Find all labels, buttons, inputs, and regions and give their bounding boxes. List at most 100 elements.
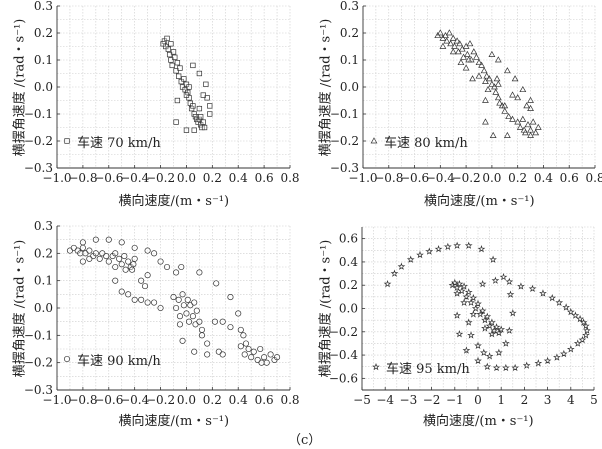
data-point: [125, 258, 132, 265]
data-point: [520, 126, 528, 133]
data-point: [213, 280, 220, 287]
data-point: [112, 263, 119, 271]
data-point: [453, 37, 461, 44]
data-point: [514, 118, 522, 125]
y-tick-label: 0.2: [34, 26, 53, 40]
data-point: [112, 277, 119, 284]
data-point: [219, 351, 226, 358]
data-point: [492, 88, 500, 95]
x-tick-label: −0.2: [146, 171, 175, 185]
data-point: [494, 80, 502, 87]
data-point: [485, 352, 494, 360]
data-point: [263, 359, 270, 366]
data-point: [248, 354, 255, 361]
x-tick-label: 2: [521, 393, 529, 407]
data-point: [573, 339, 582, 347]
y-tick-label: 0.2: [340, 26, 359, 40]
data-point: [566, 345, 575, 353]
data-point: [548, 293, 557, 302]
data-point: [436, 29, 444, 36]
data-point: [449, 48, 457, 55]
y-axis-label: 横摆角速度 /(rad・s⁻¹): [12, 239, 28, 378]
x-tick-label: 0: [474, 393, 482, 407]
data-point: [467, 298, 475, 306]
data-point: [92, 250, 99, 257]
data-point: [462, 346, 471, 354]
data-point: [183, 92, 190, 98]
data-point: [503, 67, 511, 74]
x-axis-label: 横向速度/(m・s⁻¹): [423, 414, 534, 429]
data-point: [508, 309, 517, 317]
y-tick-label: −0.1: [24, 107, 53, 121]
data-point: [467, 331, 475, 339]
data-point: [528, 284, 537, 292]
data-point: [462, 64, 470, 71]
data-point: [583, 326, 591, 334]
data-point: [198, 326, 206, 333]
data-point: [499, 272, 508, 281]
data-point: [77, 250, 84, 257]
data-point: [157, 304, 164, 312]
data-point: [196, 269, 203, 276]
data-point: [474, 299, 482, 308]
data-point: [506, 290, 515, 298]
data-point: [464, 318, 473, 326]
data-point: [529, 118, 537, 125]
scatter-panel-4: −5 −4 −3 −2 −1 0 1 2 3 4 5 −0.6 −0.4 −0.2 0.0 0.2 0.4 0.6: [329, 226, 598, 407]
data-point: [478, 279, 487, 288]
series-points: [434, 29, 542, 138]
data-point: [524, 121, 532, 128]
y-tick-label: 0.6: [339, 232, 358, 246]
x-tick-label: −1: [446, 393, 464, 407]
data-point: [390, 269, 399, 277]
data-point: [174, 97, 181, 104]
data-point: [191, 127, 197, 133]
data-point: [474, 356, 482, 365]
y-tick-label: 0.3: [340, 0, 359, 13]
data-point: [453, 289, 461, 297]
y-tick-label: 0.0: [340, 80, 359, 94]
data-point: [555, 298, 564, 306]
data-point: [562, 303, 571, 311]
data-point: [261, 354, 268, 361]
y-tick-label: 0.2: [34, 246, 53, 260]
data-point: [483, 312, 492, 320]
y-axis-label: 横摆角速度 /(rad・s⁻¹): [12, 18, 28, 157]
data-point: [485, 75, 493, 82]
legend-marker-circle: [63, 355, 71, 363]
y-tick-label: 0.2: [339, 278, 358, 292]
data-point: [519, 115, 527, 122]
x-tick-label: −2: [423, 393, 441, 407]
x-tick-label: 0.6: [255, 393, 274, 407]
figure-caption: （c）: [288, 433, 322, 448]
data-point: [416, 250, 424, 259]
y-tick-label: −0.2: [24, 356, 53, 370]
data-point: [449, 34, 457, 41]
data-point: [494, 94, 502, 101]
y-tick-label: 0.3: [34, 219, 53, 233]
data-point: [227, 324, 234, 331]
data-point: [475, 58, 483, 66]
x-tick-label: −0.4: [426, 171, 456, 185]
x-tick-label: −0.8: [68, 171, 97, 185]
data-point: [190, 62, 196, 69]
data-point: [527, 96, 534, 103]
data-point: [456, 40, 464, 47]
data-point: [439, 42, 447, 49]
data-point: [185, 318, 193, 325]
data-point: [144, 299, 151, 306]
x-tick-label: 0.2: [203, 393, 222, 407]
data-point: [168, 41, 174, 47]
data-point: [482, 118, 489, 125]
data-point: [488, 330, 496, 338]
x-tick-label: 0.6: [255, 171, 274, 185]
data-point: [501, 363, 510, 372]
legend-label: 车速 80 km/h: [384, 136, 468, 151]
data-point: [501, 107, 509, 114]
data-point: [92, 236, 99, 243]
data-point: [237, 343, 244, 350]
data-point: [188, 105, 195, 112]
x-axis-label: 横向速度/(m・s⁻¹): [424, 194, 535, 209]
data-point: [455, 330, 464, 338]
